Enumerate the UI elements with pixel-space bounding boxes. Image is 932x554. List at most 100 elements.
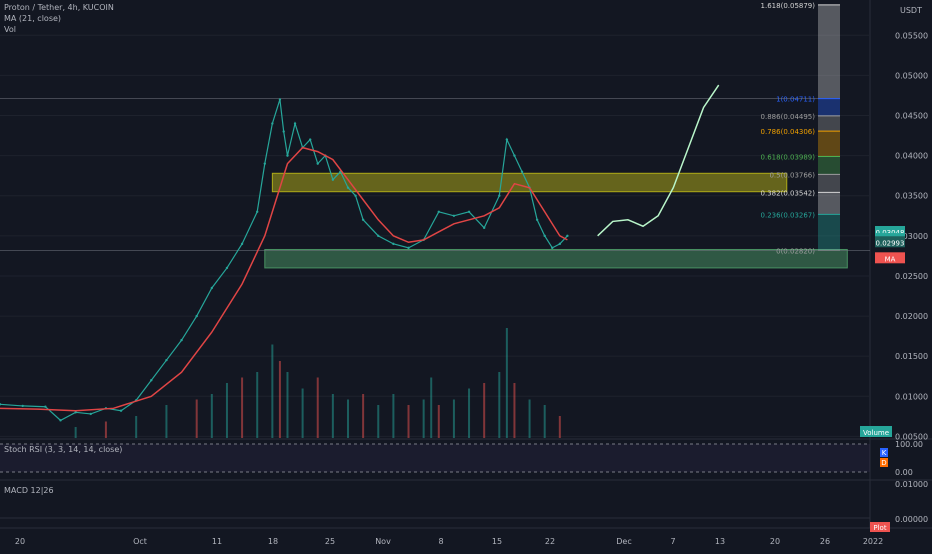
zone-resistance — [271, 172, 788, 193]
fib-band — [818, 156, 840, 175]
price-point — [407, 246, 410, 250]
price-point — [535, 218, 539, 222]
stoch-band — [0, 444, 870, 472]
price-tick-label: 0.01000 — [895, 392, 928, 401]
stoch-tag-label: K — [882, 449, 887, 457]
time-tick-label: Dec — [616, 537, 631, 546]
fib-band — [818, 214, 840, 251]
fib-level-label: 0.618(0.03989) — [761, 154, 816, 162]
price-point — [505, 138, 509, 141]
price-point — [513, 154, 516, 157]
price-point — [165, 358, 168, 362]
price-point — [263, 162, 266, 165]
price-point — [195, 314, 198, 318]
volume-bar — [422, 399, 425, 438]
macd-tag-label: Plot — [873, 524, 886, 532]
price-point — [482, 226, 486, 230]
price-tick-label: 0.03000 — [895, 232, 928, 241]
stoch-rsi-label: Stoch RSI (3, 3, 14, 14, close) — [4, 445, 123, 454]
price-point — [119, 409, 123, 412]
volume-bar — [483, 383, 486, 438]
price-point — [392, 242, 395, 246]
price-tag — [875, 236, 905, 248]
volume-bar — [195, 399, 198, 438]
macd-tag — [870, 522, 890, 532]
time-tick-label: 20 — [15, 537, 25, 546]
price-tick-label: 0.04500 — [895, 112, 928, 121]
price-tag-label: 0.02993 — [876, 239, 905, 247]
time-tick-label: Oct — [133, 537, 147, 546]
volume-bar — [362, 394, 365, 438]
volume-bar — [331, 394, 334, 438]
time-tick-label: 7 — [670, 537, 675, 546]
volume-bar — [430, 377, 433, 438]
ma-series-line — [0, 146, 568, 412]
time-tick-label: 20 — [770, 537, 780, 546]
time-tick-label: Nov — [375, 537, 391, 546]
price-point — [21, 404, 24, 408]
price-tick-label: 0.04000 — [895, 152, 928, 161]
fib-band — [818, 98, 840, 116]
volume-bar — [271, 344, 274, 438]
fib-level-label: 0(0.02820) — [776, 247, 815, 255]
price-point — [293, 122, 297, 125]
price-tag — [875, 225, 905, 237]
fib-level-label: 1.618(0.05879) — [761, 2, 816, 10]
volume-bar — [468, 388, 471, 438]
volume-bar — [513, 383, 516, 438]
projection-line — [597, 84, 720, 237]
fib-level-label: 0.382(0.03542) — [761, 189, 816, 197]
volume-bar — [392, 394, 395, 438]
volume-bar — [74, 427, 77, 438]
zone-support — [264, 248, 848, 269]
price-point — [74, 411, 77, 414]
volume-bar — [225, 383, 228, 438]
fib-level-label: 0.886(0.04495) — [761, 113, 816, 121]
volume-bar — [241, 377, 244, 438]
stoch-tag — [880, 458, 888, 467]
time-tick-label: 15 — [492, 537, 502, 546]
price-point — [354, 194, 357, 197]
price-point — [44, 405, 47, 408]
price-point — [452, 214, 456, 217]
price-point — [467, 210, 471, 213]
time-tick-label: 18 — [268, 537, 278, 546]
price-tick-label: 0.05500 — [895, 31, 928, 40]
price-point — [520, 170, 524, 173]
price-point — [286, 154, 289, 157]
price-series-line — [0, 99, 568, 422]
stoch-tick-label: 100.00 — [895, 440, 923, 449]
price-point — [308, 138, 312, 141]
legend-ma: MA (21, close) — [4, 14, 62, 23]
price-point — [316, 162, 319, 165]
price-tag — [875, 252, 905, 264]
stoch-tick-label: 0.00 — [895, 468, 913, 477]
price-point — [551, 246, 554, 250]
price-point — [256, 210, 259, 213]
fib-band — [818, 4, 840, 99]
currency-label: USDT — [900, 6, 922, 15]
price-point — [361, 218, 365, 222]
time-tick-label: 11 — [212, 537, 222, 546]
price-point — [240, 242, 244, 246]
volume-tag — [860, 426, 892, 437]
volume-bar — [278, 361, 281, 438]
fib-band — [818, 174, 840, 193]
stoch-tag — [880, 448, 888, 457]
fib-level-label: 0.5(0.03766) — [769, 171, 815, 179]
volume-bar — [316, 377, 319, 438]
price-point — [225, 266, 229, 270]
macd-tick-label: 0.01000 — [895, 480, 928, 489]
volume-bar — [104, 421, 107, 438]
macd-tick-label: 0.00000 — [895, 515, 928, 524]
price-point — [282, 130, 285, 133]
price-tick-label: 0.00500 — [895, 432, 928, 441]
price-point — [566, 234, 569, 238]
price-point — [180, 338, 183, 342]
time-tick-label: 8 — [438, 537, 443, 546]
price-point — [0, 403, 2, 406]
price-tag-label: MA — [885, 255, 896, 263]
price-tick-label: 0.02000 — [895, 312, 928, 321]
